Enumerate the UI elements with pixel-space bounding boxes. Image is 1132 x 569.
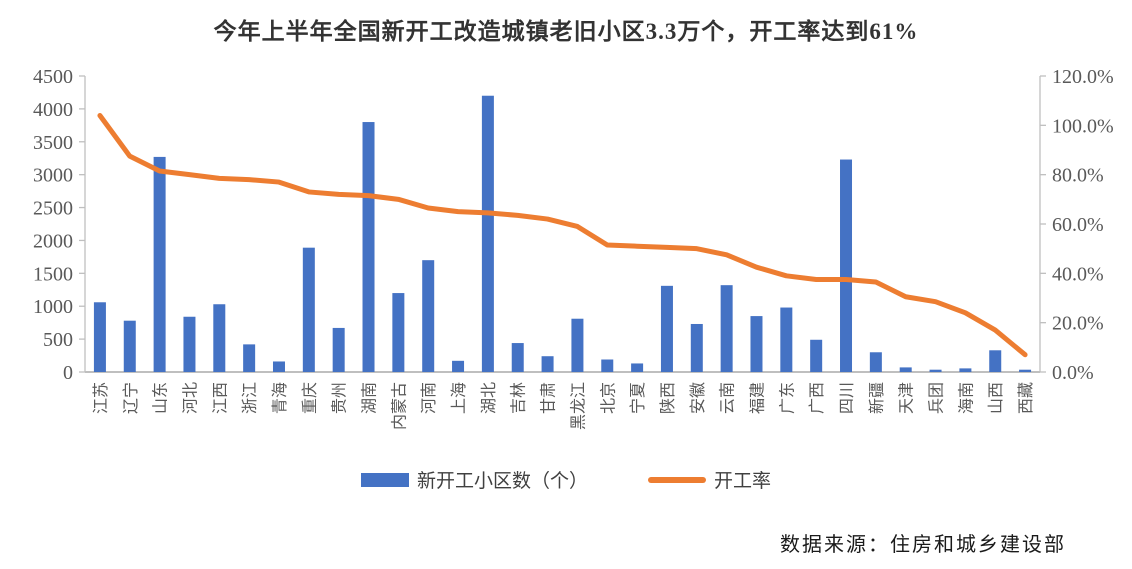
x-axis-category-label: 陕西	[659, 382, 677, 414]
left-axis-tick-label: 1000	[33, 296, 73, 318]
right-axis-tick-label: 80.0%	[1052, 165, 1104, 187]
left-axis-tick-label: 4000	[33, 99, 73, 121]
bar	[93, 302, 106, 372]
bar	[869, 352, 882, 372]
x-axis-category-label: 黑龙江	[569, 382, 587, 430]
bar	[810, 339, 823, 372]
bar	[750, 316, 763, 372]
bar	[571, 318, 584, 372]
x-axis-category-label: 广西	[808, 382, 826, 414]
x-axis-category-label: 浙江	[241, 382, 259, 414]
bar	[392, 293, 405, 372]
data-source-note: 数据来源：住房和城乡建设部	[780, 534, 1066, 556]
bar	[780, 307, 793, 372]
right-axis-tick-label: 40.0%	[1052, 263, 1104, 285]
bar	[332, 327, 345, 372]
bar	[631, 363, 644, 372]
line-series	[97, 112, 1028, 358]
right-axis-tick-label: 0.0%	[1052, 362, 1094, 384]
bar	[452, 360, 465, 372]
bar	[153, 156, 166, 372]
x-axis-category-label: 湖北	[480, 382, 498, 414]
right-axis-tick-label: 20.0%	[1052, 313, 1104, 335]
bar	[272, 361, 285, 372]
x-axis-category-label: 广东	[778, 382, 796, 414]
bar	[840, 159, 853, 372]
line-series-swatch-icon	[648, 476, 706, 483]
bar	[929, 369, 942, 372]
x-axis-category-label: 湖南	[361, 382, 379, 414]
right-axis-tick-label: 60.0%	[1052, 214, 1104, 236]
x-axis-category-label: 吉林	[510, 382, 528, 414]
x-axis-category-label: 四川	[839, 382, 856, 414]
left-axis-tick-label: 4500	[33, 66, 73, 88]
bar	[989, 350, 1002, 372]
legend-item-line: 开工率	[648, 466, 771, 493]
x-axis-category-label: 上海	[450, 382, 468, 414]
left-axis-tick-label: 1500	[33, 263, 73, 285]
right-axis-tick-label: 100.0%	[1052, 115, 1114, 137]
x-axis-category-label: 云南	[719, 382, 737, 414]
legend-item-bars: 新开工小区数（个）	[360, 466, 588, 493]
chart-title: 今年上半年全国新开工改造城镇老旧小区3.3万个，开工率达到61%	[213, 19, 919, 44]
x-axis-category-label: 天津	[898, 382, 916, 414]
x-axis-category-label: 江苏	[92, 382, 110, 414]
left-axis-tick-label: 3500	[33, 132, 73, 154]
x-axis-category-label: 海南	[957, 382, 975, 414]
bar-series-label: 新开工小区数（个）	[416, 471, 588, 492]
x-axis-category-label: 辽宁	[122, 382, 140, 414]
x-axis-category-label: 新疆	[868, 382, 886, 414]
x-axis-category-label: 北京	[599, 382, 617, 414]
x-axis-category-label: 宁夏	[629, 382, 647, 414]
x-axis-category-label: 西藏	[1017, 382, 1035, 414]
bar	[1019, 369, 1032, 372]
x-axis-category-label: 山东	[152, 382, 170, 414]
x-axis-category-label: 安徽	[689, 382, 707, 414]
bar	[422, 260, 435, 372]
bar	[899, 367, 912, 372]
bar	[660, 285, 673, 372]
x-axis-category-label: 河南	[420, 382, 438, 414]
x-axis-category-label: 河北	[181, 382, 199, 414]
left-axis-tick-label: 3000	[33, 165, 73, 187]
bar	[362, 122, 375, 373]
x-axis-category-label: 重庆	[301, 382, 319, 414]
left-axis-tick-label: 0	[63, 362, 73, 384]
bar	[302, 247, 315, 372]
bar	[690, 323, 703, 372]
right-axis-tick-label: 120.0%	[1052, 66, 1114, 88]
bar	[541, 356, 554, 372]
bar	[601, 359, 614, 372]
left-axis-tick-label: 2500	[33, 198, 73, 220]
bar-series-swatch-icon	[360, 472, 409, 487]
x-axis-category-label: 江西	[211, 382, 229, 414]
bar	[959, 368, 972, 372]
left-axis-tick-label: 500	[43, 329, 73, 351]
bar	[123, 320, 136, 372]
left-axis-tick-label: 2000	[33, 230, 73, 252]
x-axis-category-label: 青海	[271, 382, 289, 414]
bar	[481, 95, 494, 372]
bar	[720, 285, 733, 372]
x-axis-category-label: 山西	[987, 382, 1005, 414]
x-axis-category-label: 内蒙古	[390, 382, 408, 430]
x-axis-category-label: 兵团	[928, 382, 946, 414]
bar	[243, 344, 256, 372]
line-series-label: 开工率	[714, 471, 772, 492]
x-axis-category-label: 甘肃	[540, 382, 558, 414]
bar	[183, 316, 196, 372]
legend: 新开工小区数（个） 开工率	[0, 466, 1132, 493]
x-axis-category-label: 福建	[748, 382, 766, 414]
x-axis-category-label: 贵州	[331, 382, 349, 414]
bar	[213, 304, 226, 372]
bar	[511, 343, 524, 372]
chart-canvas: 4500 4000 3500 3000 2500 2000 1500 1000 500 0 120.…	[33, 66, 1114, 430]
